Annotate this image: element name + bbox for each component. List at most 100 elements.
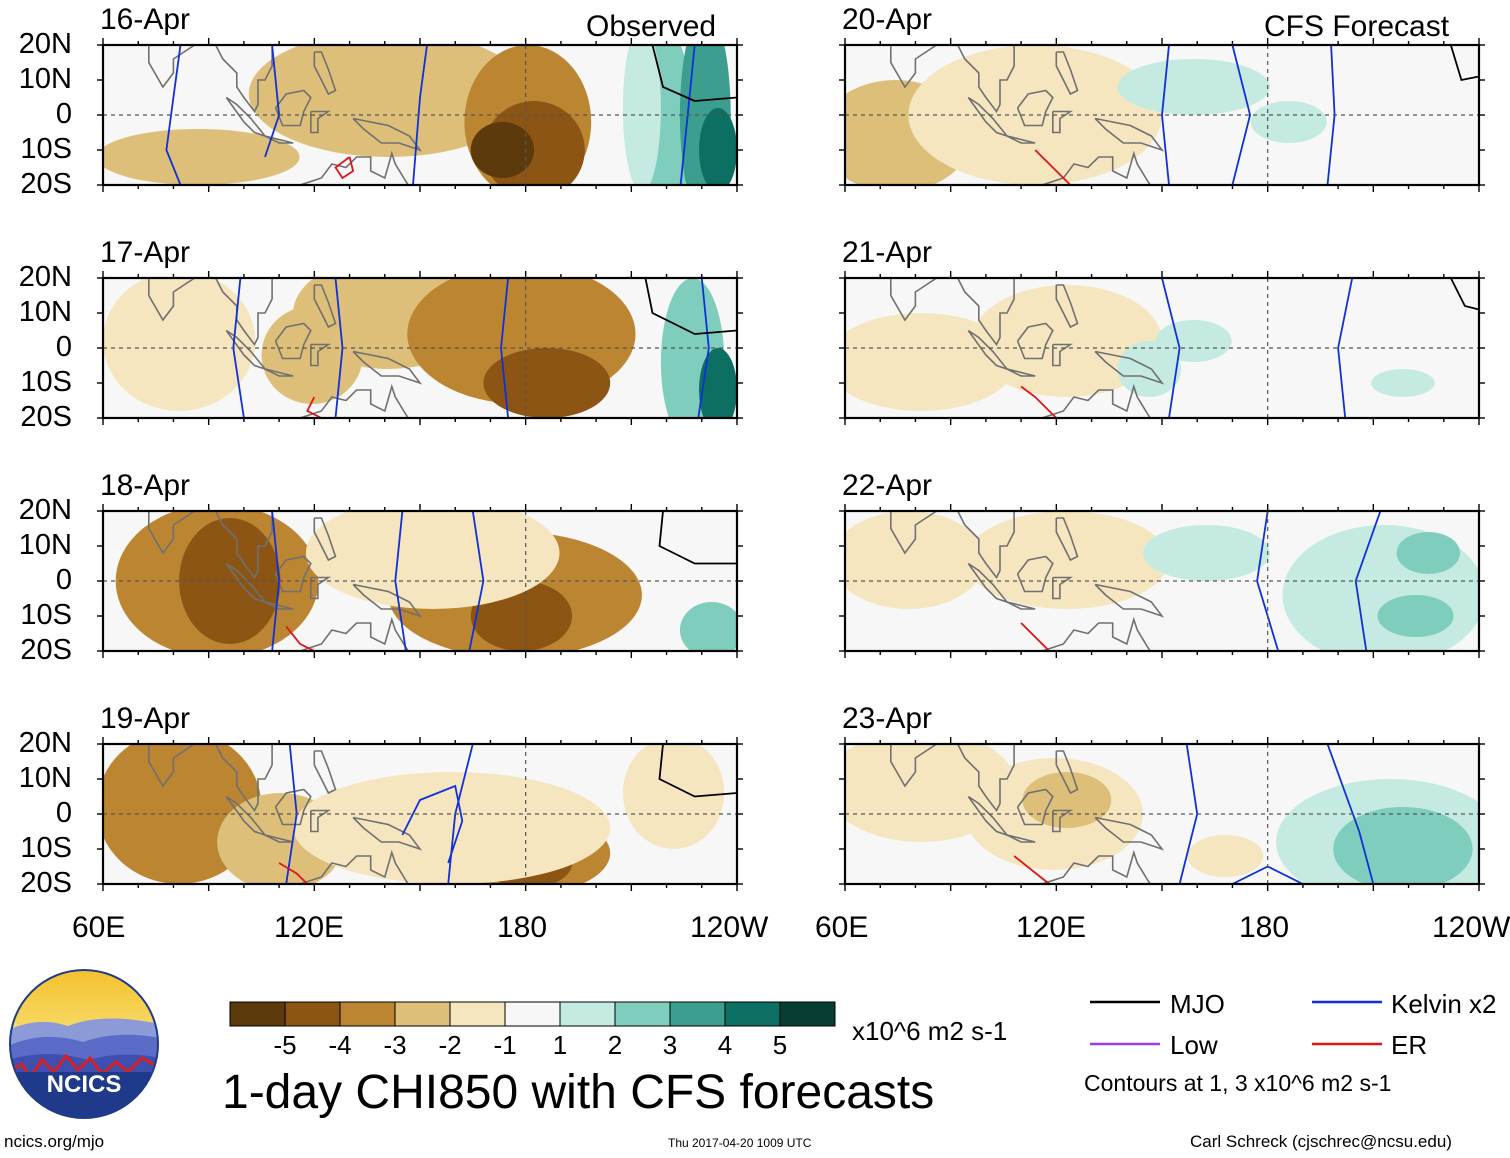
er-contour: [334, 156, 355, 180]
kelvin-contour: [1256, 511, 1280, 651]
colorbar-swatch: [339, 1001, 396, 1027]
coastline: [956, 278, 1015, 347]
kelvin-contour: [500, 278, 509, 418]
colorbar-tick-label: 5: [773, 1030, 787, 1060]
coastline: [1006, 834, 1036, 843]
coastline: [147, 45, 196, 89]
logo-text: NCICS: [47, 1071, 122, 1098]
contour-legend: [1090, 1000, 1382, 1046]
anomaly-shading: [293, 772, 611, 884]
panel-date-label: 16-Apr: [100, 3, 191, 36]
anomaly-shading: [483, 348, 611, 418]
colorbar-tick-label: -3: [383, 1030, 406, 1060]
kelvin-contour: [334, 278, 344, 418]
coastline: [1052, 110, 1074, 134]
kelvin-contour: [394, 511, 407, 651]
coastline: [1016, 89, 1054, 127]
legend-label-er: ER: [1391, 1030, 1428, 1060]
er-contour: [1020, 385, 1057, 418]
kelvin-contour: [1161, 45, 1170, 185]
coastline: [1041, 616, 1152, 651]
colorbar-tick-label: 2: [608, 1030, 622, 1060]
er-contour: [278, 862, 308, 884]
coastline: [1055, 517, 1079, 562]
coastline: [264, 601, 294, 610]
coastline: [956, 45, 1015, 114]
colorbar-swatch: [559, 1001, 616, 1027]
panel-date-label: 19-Apr: [100, 702, 191, 735]
lat-label: 20S: [20, 401, 72, 433]
panel-date-label: 23-Apr: [842, 702, 933, 735]
colorbar-units: x10^6 m2 s-1: [852, 1016, 1008, 1046]
coastline: [889, 511, 938, 555]
coastline: [1094, 583, 1165, 618]
kelvin-contour: [1354, 511, 1382, 651]
mjo-contour: [658, 511, 737, 565]
lon-label-120w: 120W: [1432, 911, 1510, 944]
legend-label-low: Low: [1170, 1030, 1218, 1060]
lat-label: 20S: [20, 168, 72, 200]
coastline: [214, 744, 273, 813]
anomaly-shading: [1187, 835, 1264, 877]
kelvin-contour: [1326, 744, 1375, 884]
coastline: [1094, 117, 1165, 152]
coastline: [1094, 350, 1165, 385]
anomaly-shading: [845, 511, 985, 609]
colorbar-swatch: [504, 1001, 561, 1027]
coastline: [313, 284, 337, 329]
coastline: [299, 616, 410, 651]
coastline: [1041, 383, 1152, 418]
lon-label-120e: 120E: [1016, 911, 1087, 944]
kelvin-contour: [1161, 278, 1181, 418]
anomaly-shading: [305, 511, 560, 609]
lon-label-180: 180: [1239, 911, 1290, 944]
coastline: [889, 744, 938, 788]
map-panel: [97, 271, 743, 425]
colorbar-swatch: [449, 1001, 506, 1027]
anomaly-shading: [1117, 341, 1181, 397]
coastline: [1055, 51, 1079, 96]
lon-label-180: 180: [497, 911, 548, 944]
lat-label: 0: [55, 331, 72, 363]
anomaly-shading: [103, 129, 300, 185]
kelvin-contour: [1337, 278, 1354, 418]
legend-label-mjo: MJO: [1170, 989, 1225, 1019]
colorbar-tick-label: -1: [493, 1030, 516, 1060]
mjo-contour: [1449, 45, 1479, 82]
coastline: [1016, 322, 1054, 360]
mjo-contour: [1449, 278, 1479, 311]
lat-label: 10N: [18, 529, 72, 561]
coastline: [956, 511, 1015, 580]
lat-label: 20N: [18, 28, 72, 60]
mjo-contour: [658, 744, 737, 798]
coastline: [299, 383, 410, 418]
kelvin-contour: [697, 278, 710, 418]
coastline: [1094, 816, 1165, 851]
coastline: [299, 849, 410, 884]
coastline: [264, 368, 294, 377]
colorbar-tick-label: -2: [438, 1030, 461, 1060]
lat-label: 10N: [18, 63, 72, 95]
anomaly-shading: [679, 602, 737, 651]
coastline: [1052, 343, 1074, 367]
coastline: [1055, 284, 1079, 329]
kelvin-contour: [412, 45, 428, 185]
anomaly-shading: [965, 511, 1169, 609]
anomaly-shading: [1377, 595, 1454, 637]
kelvin-contour: [468, 511, 485, 651]
kelvin-contour: [401, 784, 464, 864]
panel-date-label: 18-Apr: [100, 469, 191, 502]
colorbar-tick-label: -4: [328, 1030, 351, 1060]
colorbar-tick-label: 3: [663, 1030, 677, 1060]
lat-label: 20S: [20, 867, 72, 899]
coastline: [1006, 368, 1036, 377]
lat-label: 10S: [20, 366, 72, 398]
coastline: [310, 343, 332, 367]
panel-date-label: 21-Apr: [842, 236, 933, 269]
panel-date-label: 22-Apr: [842, 469, 933, 502]
coastline: [1006, 601, 1036, 610]
coastline: [274, 788, 312, 826]
map-panel: [839, 38, 1485, 192]
coastline: [274, 555, 312, 593]
